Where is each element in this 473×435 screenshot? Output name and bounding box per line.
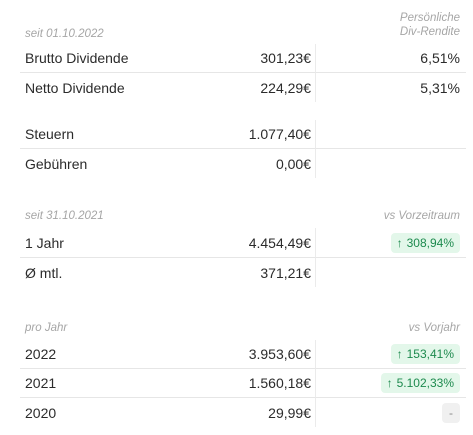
row-rendite: 6,51%: [316, 44, 466, 73]
compare-caption: vs Vorjahr: [408, 322, 460, 334]
row-label: Ø mtl.: [25, 264, 63, 281]
row-label: 2022: [20, 340, 162, 369]
dividend-section: seit 01.10.2022 Persönliche Div-Rendite …: [20, 6, 466, 102]
change-badge: ↑ 153,41%: [390, 344, 460, 364]
row-value: 4.454,49€: [162, 228, 316, 258]
change-value: 5.102,33%: [396, 376, 454, 390]
row-value: 371,21€: [162, 258, 316, 287]
change-value: 153,41%: [406, 347, 454, 361]
arrow-up-icon: ↑: [396, 347, 403, 361]
row-label: Netto Dividende: [25, 79, 125, 96]
row-label: 2021: [20, 369, 162, 398]
costs-section: Steuern 1.077,40€ Gebühren 0,00€: [20, 120, 466, 178]
row-value: 29,99€: [162, 398, 316, 427]
period-section: seit 31.10.2021 vs Vorzeitraum 1 Jahr 4.…: [20, 204, 466, 287]
row-label: Steuern: [20, 120, 162, 149]
period-caption: seit 31.10.2021: [25, 210, 104, 222]
row-label: Gebühren: [25, 155, 88, 172]
period-caption: pro Jahr: [25, 322, 68, 334]
row-value: 1.560,18€: [162, 369, 316, 398]
rendite-caption-line1: Persönliche: [399, 12, 460, 24]
row-label: 2020: [25, 404, 57, 421]
row-label: 1 Jahr: [20, 228, 162, 258]
row-value: 224,29€: [162, 73, 316, 102]
change-badge: ↑ 5.102,33%: [380, 373, 460, 393]
change-badge: ↑ 308,94%: [390, 232, 460, 253]
row-value: 3.953,60€: [162, 340, 316, 369]
row-label: Brutto Dividende: [20, 44, 162, 73]
period-caption: seit 01.10.2022: [25, 28, 104, 40]
row-rendite: 5,31%: [420, 79, 460, 96]
arrow-up-icon: ↑: [396, 235, 403, 250]
row-value: 1.077,40€: [162, 120, 316, 149]
arrow-up-icon: ↑: [386, 376, 393, 390]
change-value: 308,94%: [406, 235, 454, 250]
change-badge-neutral: -: [442, 402, 460, 423]
row-value: 0,00€: [162, 149, 316, 178]
row-value: 301,23€: [162, 44, 316, 73]
rendite-caption: Persönliche Div-Rendite: [316, 6, 466, 44]
rendite-caption-line2: Div-Rendite: [399, 26, 460, 38]
yearly-section: pro Jahr vs Vorjahr 2022 3.953,60€ ↑ 153…: [20, 316, 466, 427]
compare-caption: vs Vorzeitraum: [383, 210, 460, 222]
